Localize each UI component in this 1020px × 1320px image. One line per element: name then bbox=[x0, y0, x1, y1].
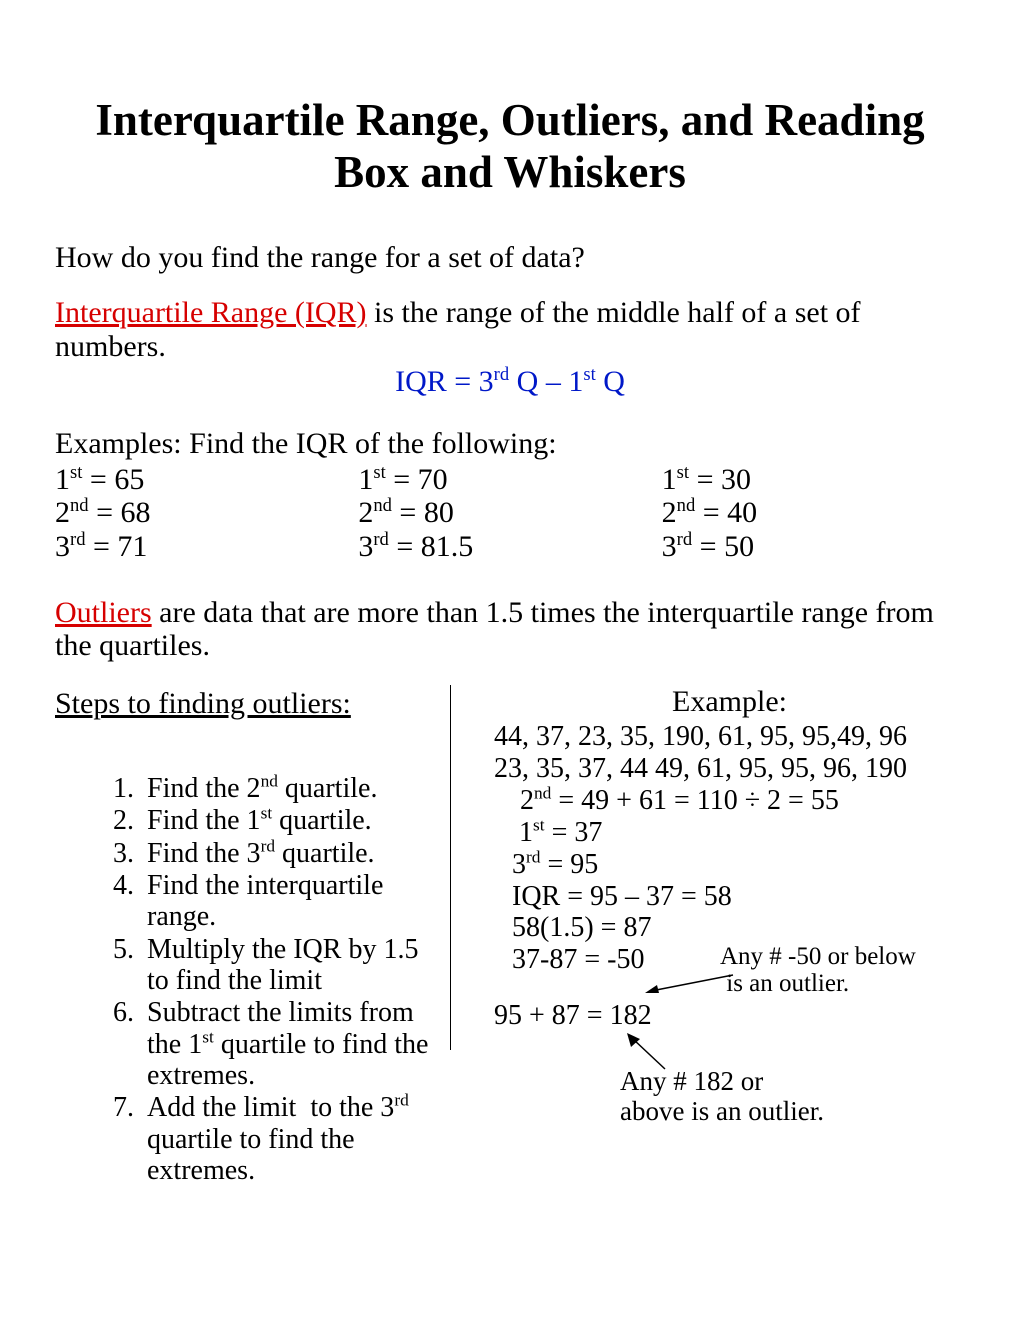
examples-row: 1st = 65 2nd = 68 3rd = 71 1st = 70 2nd … bbox=[55, 463, 965, 564]
note-upper: Any # 182 orabove is an outlier. bbox=[620, 1067, 824, 1126]
calc-limit: 58(1.5) = 87 bbox=[494, 912, 965, 944]
calc-q2: 2nd = 49 + 61 = 110 ÷ 2 = 55 bbox=[494, 785, 965, 817]
example-col-1: 1st = 65 2nd = 68 3rd = 71 bbox=[55, 463, 358, 564]
steps-heading: Steps to finding outliers: bbox=[55, 687, 432, 721]
calc-upper: 95 + 87 = 182 bbox=[494, 1000, 965, 1032]
iqr-definition: Interquartile Range (IQR) is the range o… bbox=[55, 296, 965, 363]
step-2: Find the 1st quartile. bbox=[141, 805, 432, 836]
step-6: Subtract the limits from the 1st quartil… bbox=[141, 997, 432, 1091]
left-column: Steps to finding outliers: Find the 2nd … bbox=[55, 685, 450, 1188]
outliers-term: Outliers bbox=[55, 596, 152, 629]
outliers-def-rest: are data that are more than 1.5 times th… bbox=[55, 596, 934, 663]
example-data-sorted: 23, 35, 37, 44 49, 61, 95, 95, 96, 190 bbox=[494, 753, 965, 785]
calc-iqr: IQR = 95 – 37 = 58 bbox=[494, 881, 965, 913]
note-lower: Any # -50 or below is an outlier. bbox=[720, 943, 950, 998]
outliers-definition: Outliers are data that are more than 1.5… bbox=[55, 596, 965, 663]
examples-label: Examples: Find the IQR of the following: bbox=[55, 427, 965, 461]
two-column-section: Steps to finding outliers: Find the 2nd … bbox=[55, 685, 965, 1188]
right-column: Example: 44, 37, 23, 35, 190, 61, 95, 95… bbox=[450, 685, 965, 1188]
step-5: Multiply the IQR by 1.5 to find the limi… bbox=[141, 934, 432, 997]
example-data-unsorted: 44, 37, 23, 35, 190, 61, 95, 95,49, 96 bbox=[494, 721, 965, 753]
intro-question: How do you find the range for a set of d… bbox=[55, 241, 965, 275]
iqr-term: Interquartile Range (IQR) bbox=[55, 296, 367, 329]
iqr-formula: IQR = 3rd Q – 1st Q bbox=[55, 365, 965, 399]
step-1: Find the 2nd quartile. bbox=[141, 773, 432, 804]
step-7: Add the limit to the 3rd quartile to fin… bbox=[141, 1092, 432, 1186]
page-title: Interquartile Range, Outliers, and Readi… bbox=[55, 95, 965, 199]
step-3: Find the 3rd quartile. bbox=[141, 838, 432, 869]
example-col-3: 1st = 30 2nd = 40 3rd = 50 bbox=[662, 463, 965, 564]
calc-q1: 1st = 37 bbox=[494, 817, 965, 849]
example-col-2: 1st = 70 2nd = 80 3rd = 81.5 bbox=[358, 463, 661, 564]
step-4: Find the interquartile range. bbox=[141, 870, 432, 933]
steps-list: Find the 2nd quartile. Find the 1st quar… bbox=[55, 773, 432, 1187]
arrow-lower-icon bbox=[645, 973, 735, 995]
example-heading: Example: bbox=[494, 685, 965, 719]
calc-q3: 3rd = 95 bbox=[494, 849, 965, 881]
